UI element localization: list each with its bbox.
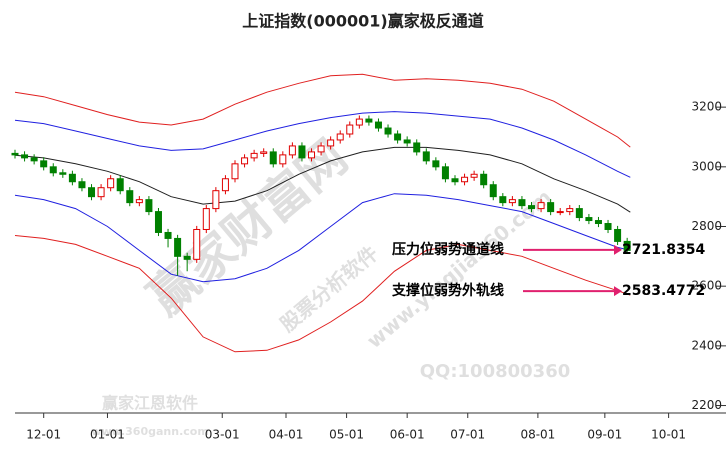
candle-body: [49, 166, 57, 174]
candle-body: [489, 184, 497, 198]
candle-body: [585, 217, 593, 222]
candle-body: [422, 151, 430, 162]
candle-body: [604, 223, 612, 230]
candle-body: [537, 202, 545, 210]
candle-body: [97, 187, 105, 198]
y-tick-label: 2800: [691, 219, 722, 233]
candle-body: [68, 173, 76, 183]
x-tick-label: 01-01: [90, 428, 125, 442]
candle-body: [107, 178, 115, 189]
candle-body: [260, 151, 268, 154]
candle-body: [384, 127, 392, 135]
candle-body: [11, 152, 19, 156]
candle-body: [30, 157, 38, 162]
candle-body: [221, 178, 229, 192]
candle-body: [575, 208, 583, 219]
x-tick-label: 06-01: [390, 428, 425, 442]
y-tick-label: 2400: [691, 338, 722, 352]
candle-body: [202, 208, 210, 230]
candle-body: [78, 181, 86, 189]
candle-body: [394, 133, 402, 141]
candle-body: [145, 199, 153, 213]
candle-body: [556, 211, 564, 214]
candle-body: [317, 145, 325, 153]
candle-body: [21, 154, 29, 159]
candle-body: [518, 199, 526, 207]
candle-body: [308, 151, 316, 159]
candle-body: [346, 124, 354, 135]
candle-body: [269, 151, 277, 165]
x-tick-label: 07-01: [450, 428, 485, 442]
annotation-value: 2583.4772: [622, 283, 705, 299]
candle-body: [403, 139, 411, 144]
candle-body: [623, 240, 631, 251]
candle-body: [374, 121, 382, 129]
channel-line: [14, 73, 631, 148]
watermark: QQ:100800360: [420, 361, 571, 382]
candle-body: [59, 172, 67, 175]
candle-body: [566, 208, 574, 213]
candle-body: [298, 145, 306, 159]
candle-body: [432, 160, 440, 168]
candle-body: [441, 166, 449, 180]
candle-body: [288, 145, 296, 156]
watermark: www.360gann.com: [91, 425, 209, 438]
y-tick-label: 3200: [691, 100, 722, 114]
candle-body: [126, 190, 134, 204]
annotation-value: 2721.8354: [622, 242, 706, 258]
candle-body: [508, 199, 516, 204]
annotation-label: 支撑位弱势外轨线: [391, 282, 504, 299]
candle-body: [174, 237, 182, 257]
candle-body: [183, 255, 191, 260]
chart-title: 上证指数(000001)赢家极反通道: [242, 12, 483, 31]
candle-body: [461, 176, 469, 183]
candle-body: [547, 202, 555, 213]
x-tick-label: 05-01: [329, 428, 364, 442]
y-tick-label: 2200: [691, 398, 722, 412]
candle-body: [40, 160, 48, 168]
candle-body: [470, 173, 478, 178]
channel-line: [14, 146, 631, 213]
y-tick-label: 3000: [691, 159, 722, 173]
candle-body: [528, 205, 536, 210]
candle-body: [193, 228, 201, 260]
x-tick-label: 10-01: [651, 428, 686, 442]
candle-body: [594, 220, 602, 225]
candle-body: [327, 139, 335, 147]
y-tick-label: 2600: [691, 279, 722, 293]
arrow-head: [614, 244, 622, 255]
x-tick-label: 09-01: [587, 428, 622, 442]
candle-body: [231, 163, 239, 180]
candle-body: [614, 228, 622, 242]
x-tick-label: 03-01: [205, 428, 240, 442]
candle-body: [451, 178, 459, 183]
arrow-head: [614, 286, 622, 297]
candle-body: [116, 178, 124, 192]
candle-body: [154, 211, 162, 233]
candle-body: [355, 118, 363, 126]
candle-body: [499, 196, 507, 204]
x-tick-label: 12-01: [26, 428, 61, 442]
watermark: 赢家江恩软件: [102, 394, 198, 413]
candle-body: [250, 152, 258, 159]
candle-body: [88, 187, 96, 198]
annotation-label: 压力位弱势通道线: [392, 241, 504, 258]
channel-line: [14, 193, 631, 283]
channel-line: [14, 111, 631, 178]
candle-body: [480, 173, 488, 186]
x-tick-label: 04-01: [269, 428, 304, 442]
x-tick-label: 08-01: [520, 428, 555, 442]
candle-body: [279, 154, 287, 165]
channel-line: [14, 235, 631, 353]
candle-body: [336, 133, 344, 141]
candle-body: [241, 157, 249, 165]
candle-body: [413, 142, 421, 153]
candle-body: [212, 190, 220, 210]
candle-body: [164, 231, 172, 239]
candle-body: [365, 118, 373, 123]
candle-body: [135, 199, 143, 204]
